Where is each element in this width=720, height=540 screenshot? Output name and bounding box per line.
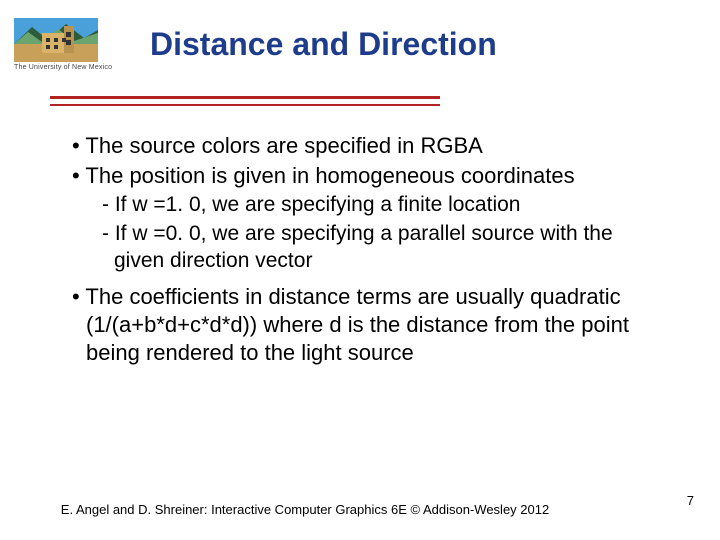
footer-citation: E. Angel and D. Shreiner: Interactive Co…: [60, 502, 550, 518]
university-logo-icon: [14, 18, 98, 62]
content-body: • The source colors are specified in RGB…: [62, 132, 662, 369]
page-number: 7: [687, 493, 694, 508]
bullet-level-2: - If w =0. 0, we are specifying a parall…: [62, 221, 662, 275]
slide-title: Distance and Direction: [150, 26, 497, 63]
bullet-level-2: - If w =1. 0, we are specifying a finite…: [62, 192, 662, 219]
title-underline: [50, 96, 440, 110]
slide: The University of New Mexico Distance an…: [0, 0, 720, 540]
bullet-level-1: • The coefficients in distance terms are…: [62, 283, 662, 367]
bullet-level-1: • The position is given in homogeneous c…: [62, 162, 662, 190]
logo-block: The University of New Mexico: [14, 18, 114, 71]
bullet-level-1: • The source colors are specified in RGB…: [62, 132, 662, 160]
logo-caption: The University of New Mexico: [14, 64, 114, 71]
